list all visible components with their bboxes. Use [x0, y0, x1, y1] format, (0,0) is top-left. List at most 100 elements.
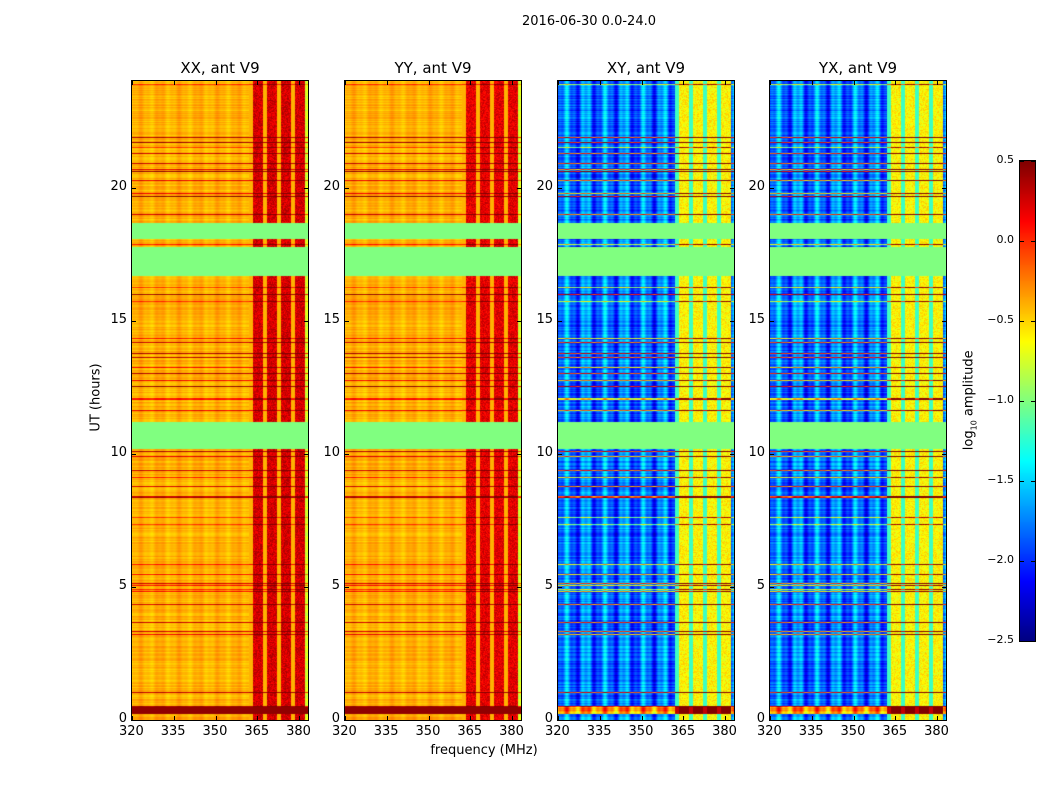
colorbar-tick — [1031, 321, 1035, 322]
y-tick — [770, 720, 774, 721]
y-tick-label: 0 — [331, 711, 340, 726]
y-tick — [517, 586, 521, 588]
heatmap-panel-3: YX, ant V9 — [769, 59, 947, 721]
x-tick-label: 335 — [586, 724, 612, 739]
x-tick-label: 320 — [119, 724, 144, 739]
colorbar-tick — [1031, 161, 1035, 162]
x-tick-label: 350 — [202, 724, 228, 739]
x-tick-label: 320 — [545, 724, 570, 739]
x-tick — [512, 716, 514, 720]
colorbar-tick-label: −1.5 — [987, 473, 1014, 486]
y-tick — [345, 187, 349, 189]
colorbar-tick-label: −2.0 — [987, 553, 1014, 566]
x-tick — [558, 716, 559, 720]
x-tick — [641, 716, 643, 720]
y-tick — [132, 320, 136, 322]
x-tick — [257, 716, 259, 720]
x-tick-label: 365 — [670, 724, 696, 739]
y-tick — [730, 586, 734, 588]
heatmap-panel-1: YY, ant V9 — [344, 59, 522, 721]
colorbar-tick — [1020, 161, 1024, 162]
y-tick — [558, 187, 562, 189]
y-tick — [730, 187, 734, 189]
x-tick — [558, 81, 559, 85]
x-tick — [853, 716, 855, 720]
colorbar-tick — [1020, 321, 1024, 322]
colorbar-tick — [1020, 401, 1024, 402]
y-tick — [770, 187, 774, 189]
y-tick-label: 0 — [544, 711, 553, 726]
x-tick — [853, 81, 855, 85]
y-tick-label: 15 — [748, 311, 765, 327]
x-tick — [641, 81, 643, 85]
x-tick — [132, 81, 133, 85]
x-tick — [386, 81, 388, 85]
panel-title: YY, ant V9 — [394, 59, 472, 77]
y-tick-label: 20 — [110, 178, 127, 194]
x-tick-label: 335 — [798, 724, 824, 739]
y-tick — [345, 586, 349, 588]
colorbar-gradient — [1020, 161, 1035, 641]
y-tick — [730, 320, 734, 322]
y-tick — [517, 187, 521, 189]
x-tick — [725, 716, 727, 720]
y-tick — [770, 586, 774, 588]
x-tick-label: 350 — [415, 724, 441, 739]
y-tick — [304, 720, 308, 721]
colorbar-tick-label: −0.5 — [987, 313, 1014, 326]
x-tick — [470, 81, 472, 85]
x-tick-label: 335 — [373, 724, 399, 739]
x-tick — [770, 81, 771, 85]
x-tick-label: 380 — [924, 724, 949, 739]
x-tick — [345, 81, 346, 85]
x-tick — [215, 81, 217, 85]
x-tick — [937, 81, 939, 85]
x-tick — [299, 81, 301, 85]
y-tick-label: 15 — [110, 311, 127, 327]
x-tick — [770, 716, 771, 720]
y-tick-label: 5 — [756, 577, 765, 593]
y-tick-label: 0 — [756, 711, 765, 726]
x-tick-label: 365 — [244, 724, 270, 739]
y-tick — [942, 586, 946, 588]
panel-title: XY, ant V9 — [606, 59, 686, 77]
colorbar-tick — [1020, 241, 1024, 242]
y-tick-label: 15 — [323, 311, 340, 327]
colorbar — [1019, 160, 1036, 642]
x-tick — [599, 81, 601, 85]
y-tick-label: 20 — [323, 178, 340, 194]
colorbar-tick — [1031, 561, 1035, 562]
y-tick — [345, 720, 349, 721]
y-tick — [304, 187, 308, 189]
y-tick — [345, 453, 349, 455]
y-tick-label: 10 — [748, 444, 765, 460]
x-tick — [683, 81, 685, 85]
y-tick-label: 20 — [748, 178, 765, 194]
y-tick-label: 15 — [536, 311, 553, 327]
colorbar-tick — [1020, 481, 1024, 482]
y-tick — [558, 720, 562, 721]
y-tick — [730, 453, 734, 455]
y-tick-label: 5 — [544, 577, 553, 593]
y-tick-label: 5 — [331, 577, 340, 593]
heatmap-image — [345, 81, 521, 720]
x-tick — [811, 81, 813, 85]
x-tick-label: 320 — [757, 724, 782, 739]
x-tick — [470, 716, 472, 720]
colorbar-tick-label: 0.0 — [996, 233, 1015, 246]
colorbar-tick-label: 0.5 — [996, 153, 1015, 166]
y-tick-label: 10 — [323, 444, 340, 460]
x-tick — [345, 716, 346, 720]
y-tick — [304, 586, 308, 588]
y-tick — [132, 187, 136, 189]
x-tick-label: 365 — [457, 724, 483, 739]
x-tick-label: 350 — [840, 724, 866, 739]
x-tick — [428, 716, 430, 720]
heatmap-panel-2: XY, ant V9 — [557, 59, 735, 721]
x-tick — [895, 716, 897, 720]
y-tick — [517, 720, 521, 721]
x-tick — [173, 716, 175, 720]
y-tick-label: 10 — [536, 444, 553, 460]
y-tick — [304, 453, 308, 455]
